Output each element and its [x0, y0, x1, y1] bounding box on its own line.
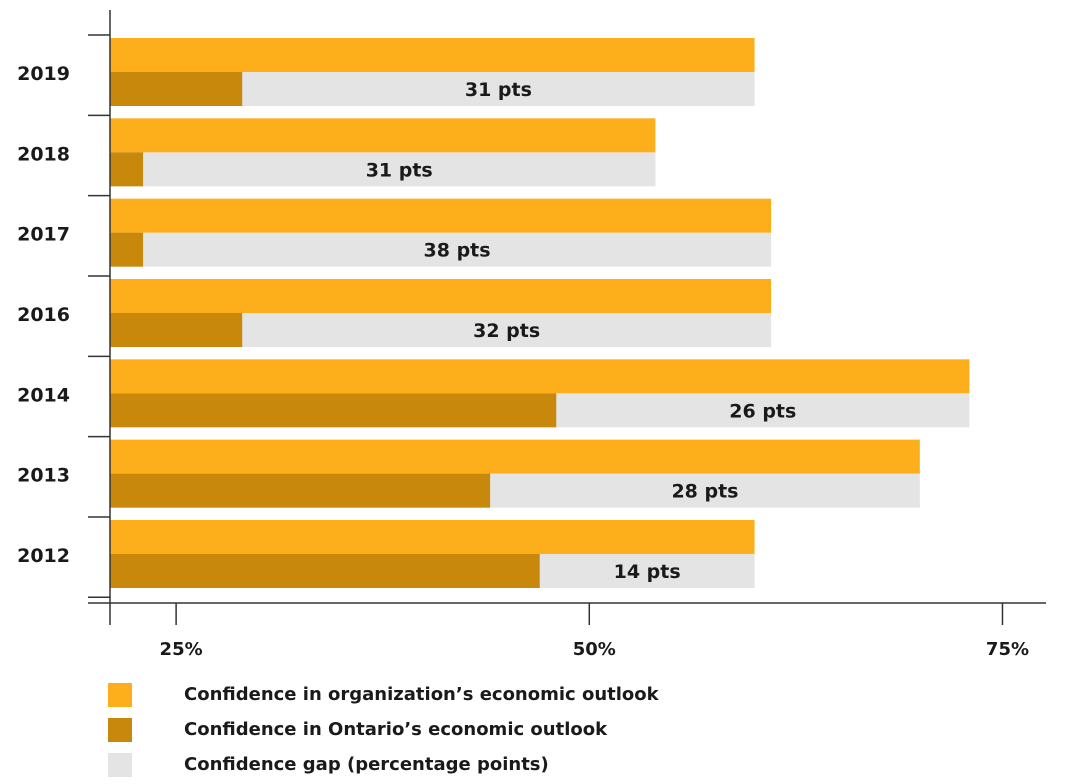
legend-swatch-organization	[108, 682, 132, 707]
axes	[88, 10, 1046, 625]
year-label-2014: 2014	[17, 384, 70, 406]
gap-label-2018: 31 pts	[366, 159, 433, 181]
ontario-bars	[110, 72, 557, 588]
legend: Confidence in organization’s economic ou…	[108, 679, 659, 784]
legend-item-ontario: Confidence in Ontario’s economic outlook	[108, 714, 659, 745]
bar-ontario-2018	[110, 152, 144, 187]
bar-organization-2014	[110, 359, 970, 394]
legend-item-organization: Confidence in organization’s economic ou…	[108, 679, 659, 710]
x-tick-label-50: 50%	[573, 639, 616, 660]
bar-gap-2017	[110, 232, 772, 267]
gap-label-2019: 31 pts	[465, 79, 532, 101]
legend-label-organization: Confidence in organization’s economic ou…	[184, 684, 659, 705]
organization-bars	[110, 38, 970, 554]
gap-label-2013: 28 pts	[671, 481, 738, 503]
gap-label-2016: 32 pts	[473, 320, 540, 342]
gap-label-2012: 14 pts	[614, 561, 681, 583]
bar-organization-2017	[110, 198, 772, 233]
bar-ontario-2014	[110, 393, 557, 428]
bar-organization-2013	[110, 439, 920, 474]
bar-ontario-2012	[110, 553, 540, 588]
bar-organization-2019	[110, 38, 755, 72]
legend-swatch-gap	[108, 752, 132, 777]
x-tick-label-75: 75%	[986, 639, 1029, 660]
year-label-2019: 2019	[17, 63, 70, 85]
year-label-2016: 2016	[17, 304, 70, 326]
year-label-2013: 2013	[17, 465, 70, 487]
bar-organization-2016	[110, 278, 772, 313]
legend-label-gap: Confidence gap (percentage points)	[184, 754, 549, 775]
bar-organization-2012	[110, 519, 755, 554]
bar-ontario-2017	[110, 232, 144, 267]
legend-swatch-ontario	[108, 717, 132, 742]
confidence-chart: 31 pts 2019 31 pts 2018 38 pts 2017 32 pts 2016…	[17, 10, 1046, 660]
labels: 31 pts 2019 31 pts 2018 38 pts 2017 32 pts 2016…	[17, 63, 1029, 660]
year-label-2012: 2012	[17, 545, 70, 567]
gap-label-2014: 26 pts	[729, 400, 796, 422]
legend-item-gap: Confidence gap (percentage points)	[108, 749, 659, 780]
x-tick-label-25: 25%	[160, 639, 203, 660]
year-label-2017: 2017	[17, 224, 70, 246]
bar-ontario-2016	[110, 312, 243, 347]
bar-ontario-2013	[110, 473, 491, 508]
bar-ontario-2019	[110, 72, 243, 106]
legend-label-ontario: Confidence in Ontario’s economic outlook	[184, 719, 608, 740]
year-label-2018: 2018	[17, 143, 70, 165]
bar-gap-2018	[110, 152, 656, 187]
bar-organization-2018	[110, 118, 656, 153]
gap-label-2017: 38 pts	[424, 240, 491, 262]
